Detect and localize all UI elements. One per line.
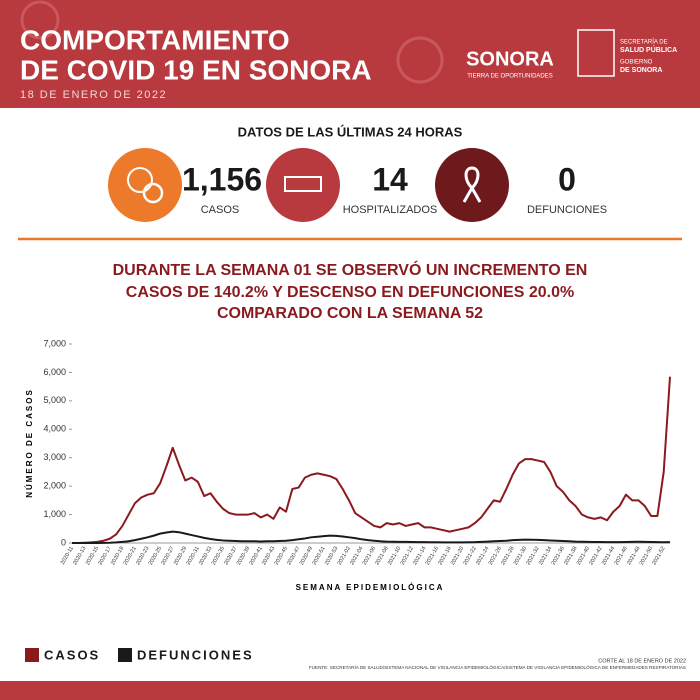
y-tick-label: 6,000 xyxy=(43,367,66,377)
y-tick-label: 5,000 xyxy=(43,395,66,405)
footer-source: FUENTE: SECRETARÍA DE SALUD/SISTEMA NACI… xyxy=(309,664,686,670)
series-line xyxy=(72,530,671,544)
icon-deaths xyxy=(435,148,509,222)
title-line: COMPORTAMIENTO xyxy=(20,24,290,55)
title-line: DE COVID 19 EN SONORA xyxy=(20,54,372,85)
stat-label: CASOS xyxy=(201,204,240,216)
date: 18 DE ENERO DE 2022 xyxy=(20,89,167,101)
stat-value: 0 xyxy=(558,161,576,197)
headline: COMPARADO CON LA SEMANA 52 xyxy=(217,305,483,322)
icon-detail xyxy=(284,176,322,192)
logo-text: DE SONORA xyxy=(620,67,662,74)
stats-title: DATOS DE LAS ÚLTIMAS 24 HORAS xyxy=(238,124,463,139)
y-tick-label: 4,000 xyxy=(43,424,66,434)
headline: CASOS DE 140.2% Y DESCENSO EN DEFUNCIONE… xyxy=(126,284,574,301)
x-axis-title: SEMANA EPIDEMIOLÓGICA xyxy=(296,583,445,592)
icon-detail xyxy=(127,167,153,193)
legend-label: CASOS xyxy=(44,647,100,662)
legend-swatch xyxy=(25,648,39,662)
legend-swatch xyxy=(118,648,132,662)
logo-text: SALUD PÚBLICA xyxy=(620,45,677,54)
seal xyxy=(577,29,615,77)
y-axis-title: NÚMERO DE CASOS xyxy=(25,388,34,498)
decoration xyxy=(20,0,60,40)
icon-detail xyxy=(142,182,164,204)
y-tick-label: 2,000 xyxy=(43,481,66,491)
icon-hospital xyxy=(266,148,340,222)
icon-cases xyxy=(108,148,182,222)
footer-band xyxy=(0,681,700,700)
icon-detail xyxy=(462,166,482,203)
logo-tagline: TIERRA DE OPORTUNIDADES xyxy=(467,74,553,80)
header-band xyxy=(0,0,700,108)
y-tick-label: 3,000 xyxy=(43,452,66,462)
logo-sonora: SONORA xyxy=(466,48,554,70)
y-tick-label: 0 xyxy=(61,537,66,547)
stat-label: DEFUNCIONES xyxy=(527,204,607,216)
stat-value: 14 xyxy=(372,161,408,197)
series-line xyxy=(72,376,671,544)
stat-value: 1,156 xyxy=(182,161,262,197)
legend-label: DEFUNCIONES xyxy=(137,647,254,662)
logo-text: GOBIERNO xyxy=(620,60,653,66)
stat-label: HOSPITALIZADOS xyxy=(343,204,438,216)
y-tick-label: 7,000 xyxy=(43,338,66,348)
logo-text: SECRETARÍA DE xyxy=(620,39,668,46)
decoration xyxy=(396,36,444,84)
y-tick-label: 1,000 xyxy=(43,509,66,519)
chart: 01,0002,0003,0004,0005,0006,0007,0002020… xyxy=(25,338,671,592)
footer-cut: CORTE AL 18 DE ENERO DE 2022 xyxy=(598,658,686,664)
headline: DURANTE LA SEMANA 01 SE OBSERVÓ UN INCRE… xyxy=(113,260,588,279)
